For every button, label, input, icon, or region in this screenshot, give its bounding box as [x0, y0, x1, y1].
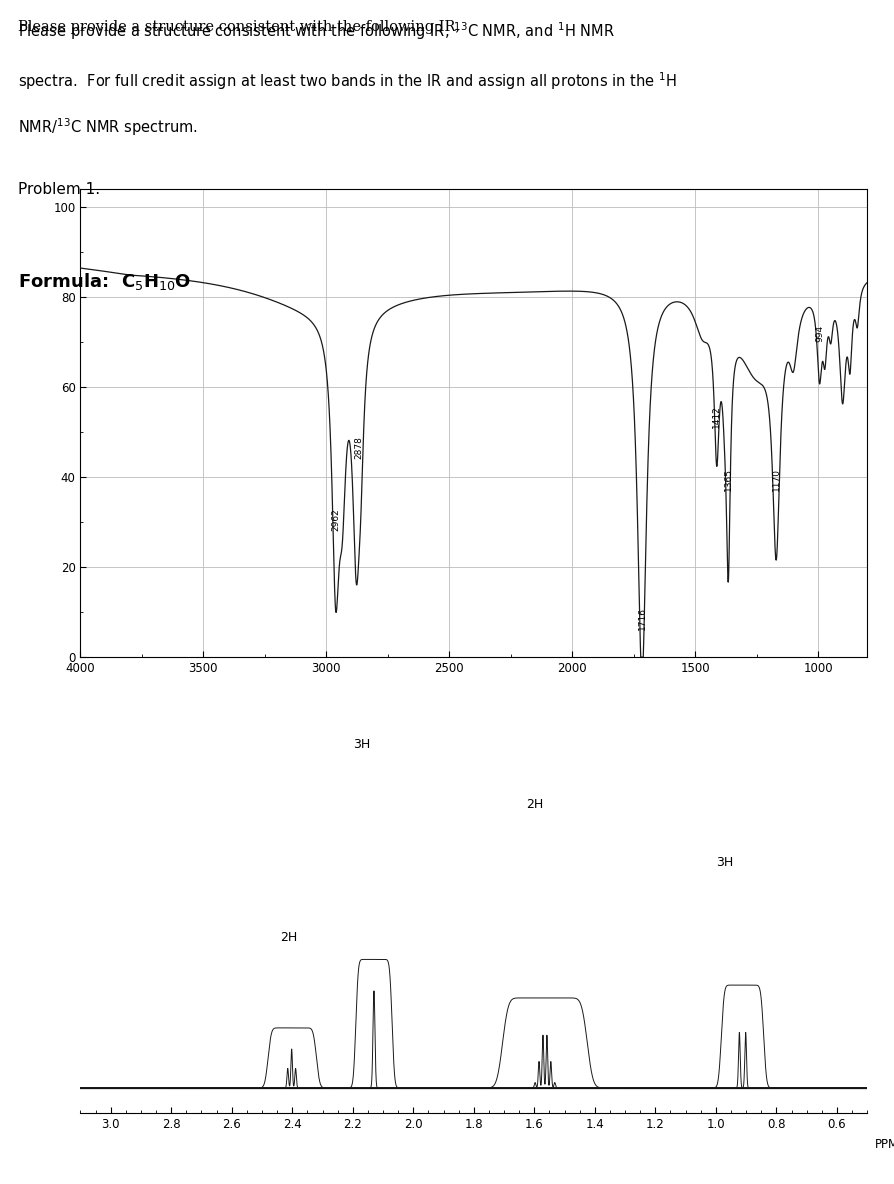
Text: Problem 1.: Problem 1.: [18, 182, 100, 198]
Text: 1716: 1716: [637, 607, 646, 630]
Text: spectra.  For full credit assign at least two bands in the IR and assign all pro: spectra. For full credit assign at least…: [18, 70, 677, 91]
Text: 2H: 2H: [281, 932, 298, 945]
Text: Please provide a structure consistent with the following IR,: Please provide a structure consistent wi…: [18, 20, 465, 34]
Text: 994: 994: [815, 326, 824, 342]
Text: 2962: 2962: [331, 508, 340, 532]
Text: 3H: 3H: [716, 856, 734, 869]
Text: 1365: 1365: [724, 468, 733, 490]
Text: 1412: 1412: [713, 405, 721, 427]
Text: 2878: 2878: [354, 437, 363, 459]
Text: NMR/$^{13}$C NMR spectrum.: NMR/$^{13}$C NMR spectrum.: [18, 116, 198, 137]
Text: PPM: PPM: [875, 1138, 894, 1151]
Text: 1170: 1170: [772, 468, 780, 490]
Text: 2H: 2H: [526, 798, 543, 811]
Text: Formula:  C$_5$H$_{10}$O: Formula: C$_5$H$_{10}$O: [18, 271, 191, 291]
Text: 3H: 3H: [353, 738, 370, 751]
Text: Please provide a structure consistent with the following IR, $^{13}$C NMR, and $: Please provide a structure consistent wi…: [18, 20, 615, 41]
